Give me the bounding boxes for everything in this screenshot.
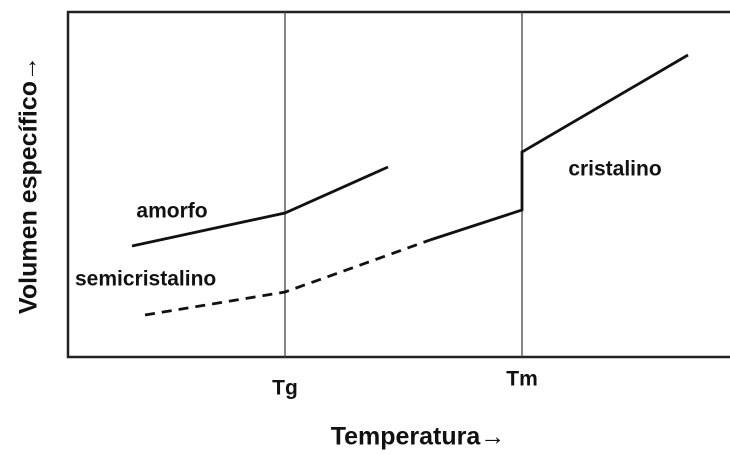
semicrystalline-dashed	[144, 238, 431, 317]
tm-label: Tm	[506, 368, 538, 391]
amorphous-label: amorfo	[136, 200, 207, 223]
plot-frame	[66, 10, 730, 359]
semicrystalline-label: semicristalino	[75, 268, 216, 291]
x-axis-label: Temperatura→	[331, 423, 506, 451]
amorphous-curve	[131, 165, 389, 248]
tg-label: Tg	[272, 377, 298, 400]
y-axis-label: Volumen específico→	[15, 56, 43, 314]
crystalline-label: cristalino	[568, 158, 661, 181]
crystalline-curve	[429, 53, 689, 242]
